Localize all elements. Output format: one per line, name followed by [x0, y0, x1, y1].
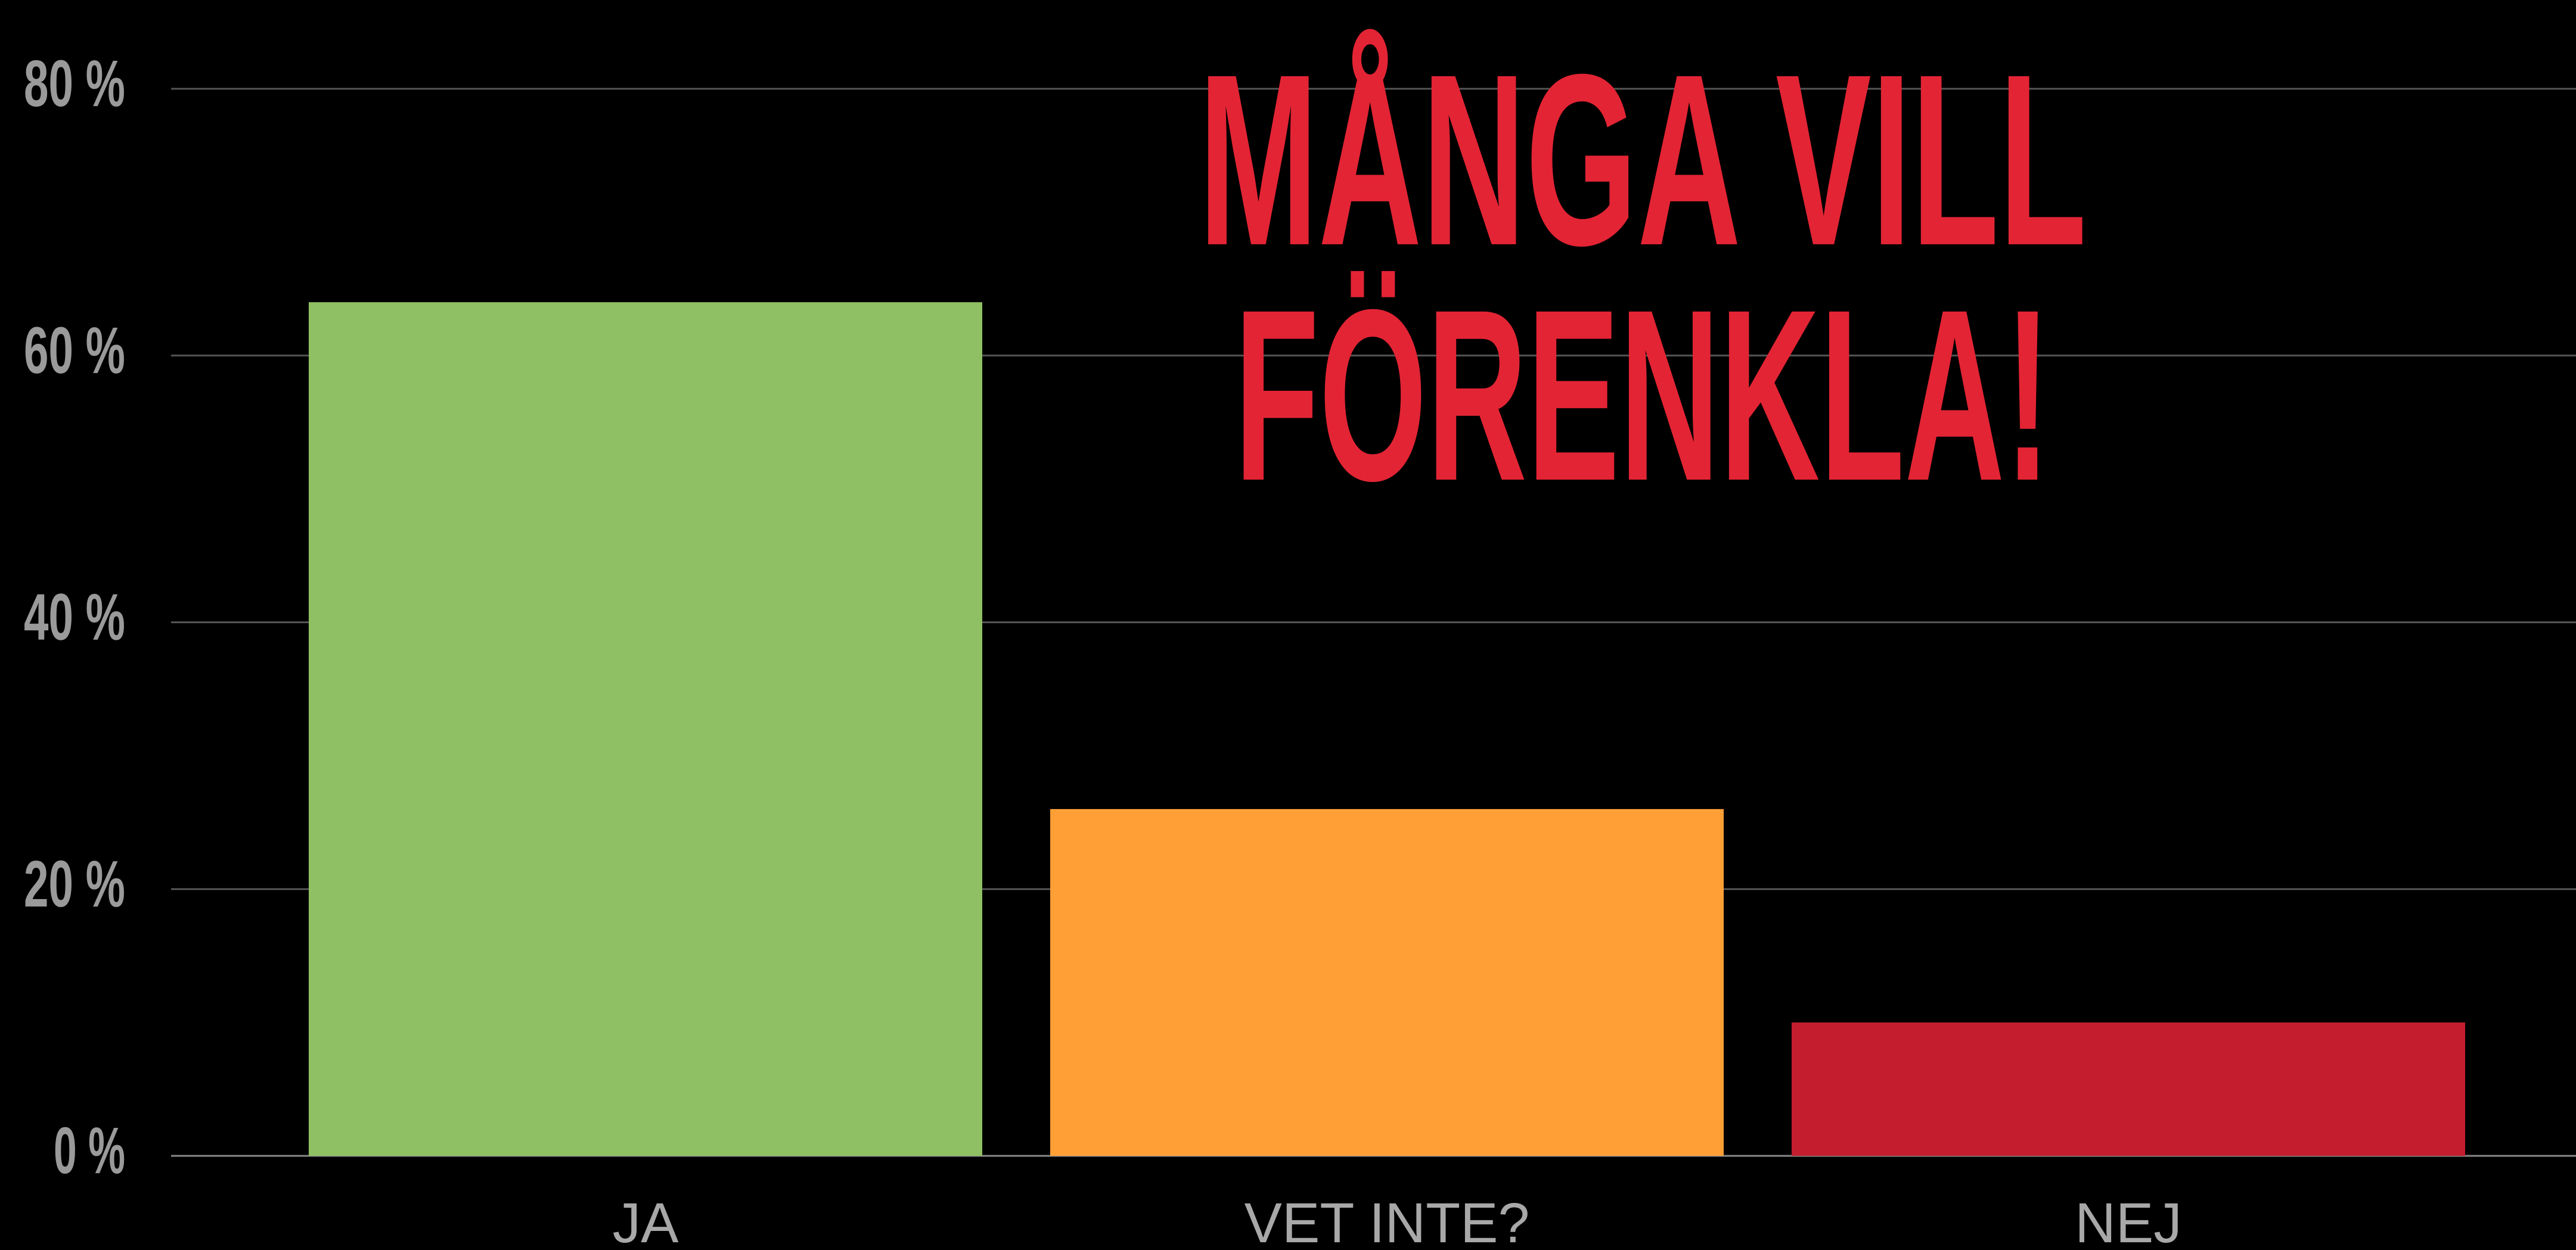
- x-tick-label: VET INTE?: [1244, 1192, 1530, 1250]
- bars: [309, 302, 2465, 1156]
- y-tick-label: 60 %: [24, 314, 125, 387]
- y-tick-label: 80 %: [24, 47, 125, 120]
- bar: [1792, 1022, 2465, 1156]
- chart-title: MÅNGA VILL: [1199, 23, 2087, 296]
- x-tick-label: NEJ: [2075, 1192, 2181, 1250]
- y-tick-label: 0 %: [54, 1114, 125, 1187]
- bar: [309, 302, 982, 1156]
- x-tick-label: JA: [613, 1192, 679, 1250]
- chart-title: FÖRENKLA!: [1234, 259, 2051, 531]
- y-tick-label: 40 %: [24, 581, 125, 654]
- bar: [1050, 809, 1724, 1156]
- y-tick-label: 20 %: [24, 847, 125, 921]
